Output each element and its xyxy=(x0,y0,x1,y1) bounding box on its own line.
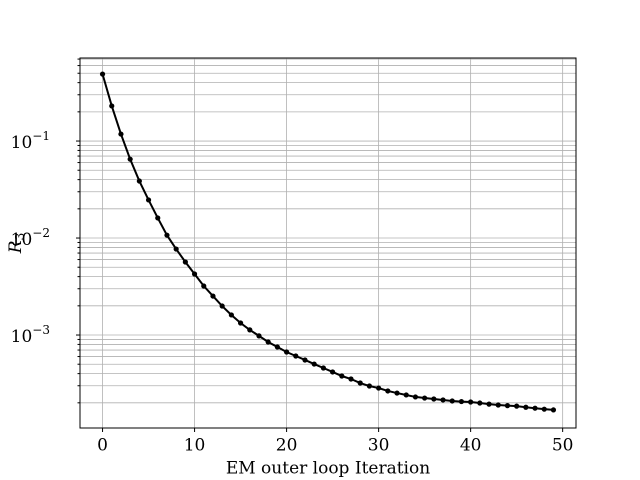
data-point xyxy=(514,403,520,409)
data-point xyxy=(357,380,363,386)
y-tick-base: 10 xyxy=(11,327,33,347)
data-point xyxy=(219,303,225,309)
data-point xyxy=(348,376,354,382)
data-point xyxy=(403,392,409,398)
data-point xyxy=(412,394,419,400)
data-point xyxy=(366,383,373,389)
data-point xyxy=(422,395,428,401)
data-point xyxy=(118,131,124,137)
x-tick-label: 40 xyxy=(460,436,482,456)
data-point xyxy=(237,320,244,326)
data-point xyxy=(265,339,271,345)
y-tick-exponent: −2 xyxy=(32,226,50,240)
x-tick-label: 50 xyxy=(552,436,574,456)
y-tick-base: 10 xyxy=(11,133,33,153)
data-point xyxy=(99,71,106,77)
data-point xyxy=(339,373,345,379)
data-point xyxy=(191,271,198,277)
x-tick-label: 20 xyxy=(276,436,298,456)
y-tick-exponent: −3 xyxy=(32,323,50,337)
y-tick-label: 10−3 xyxy=(11,323,50,347)
x-tick-label: 30 xyxy=(368,436,390,456)
plot-frame xyxy=(79,57,577,429)
y-tick-label: 10−1 xyxy=(11,129,50,153)
grid xyxy=(80,58,576,428)
series-line xyxy=(101,73,554,411)
data-point xyxy=(376,385,382,391)
data-point xyxy=(283,349,290,355)
y-tick-base: 10 xyxy=(11,230,33,250)
data-point xyxy=(523,404,529,410)
data-point xyxy=(145,197,152,203)
data-point xyxy=(247,327,253,333)
data-point xyxy=(274,344,280,350)
data-point xyxy=(431,396,437,402)
data-point xyxy=(477,400,483,406)
data-point xyxy=(330,369,336,375)
data-point xyxy=(182,259,188,265)
x-tick-label: 10 xyxy=(184,436,206,456)
data-point xyxy=(302,357,308,363)
data-point xyxy=(541,406,547,412)
data-point xyxy=(320,365,326,371)
x-tick-label: 0 xyxy=(97,436,108,456)
y-axis-label: R3 xyxy=(6,233,27,254)
data-point xyxy=(468,399,474,405)
data-point xyxy=(228,312,234,318)
y-axis-label-sub: 3 xyxy=(13,233,27,241)
data-point xyxy=(293,353,299,359)
data-point xyxy=(550,407,557,413)
y-tick-exponent: −1 xyxy=(32,129,50,143)
data-point xyxy=(136,178,142,184)
data-point xyxy=(164,232,170,238)
data-point xyxy=(311,361,317,367)
y-axis-label-main: R xyxy=(6,240,26,254)
data-point xyxy=(449,398,455,404)
data-point xyxy=(173,246,179,252)
data-point xyxy=(440,397,446,403)
y-tick-label: 10−2 xyxy=(11,226,50,250)
data-point xyxy=(385,388,391,394)
data-point xyxy=(210,293,216,299)
data-point xyxy=(486,401,492,407)
data-point xyxy=(127,156,133,162)
data-point xyxy=(458,398,465,405)
data-point xyxy=(532,405,538,411)
data-point xyxy=(201,283,207,289)
data-point xyxy=(495,402,501,408)
data-point xyxy=(109,103,115,109)
data-point xyxy=(256,333,262,339)
data-point xyxy=(504,403,511,409)
data-point xyxy=(394,390,400,396)
x-axis-label: EM outer loop Iteration xyxy=(226,459,430,479)
data-point xyxy=(155,215,161,221)
